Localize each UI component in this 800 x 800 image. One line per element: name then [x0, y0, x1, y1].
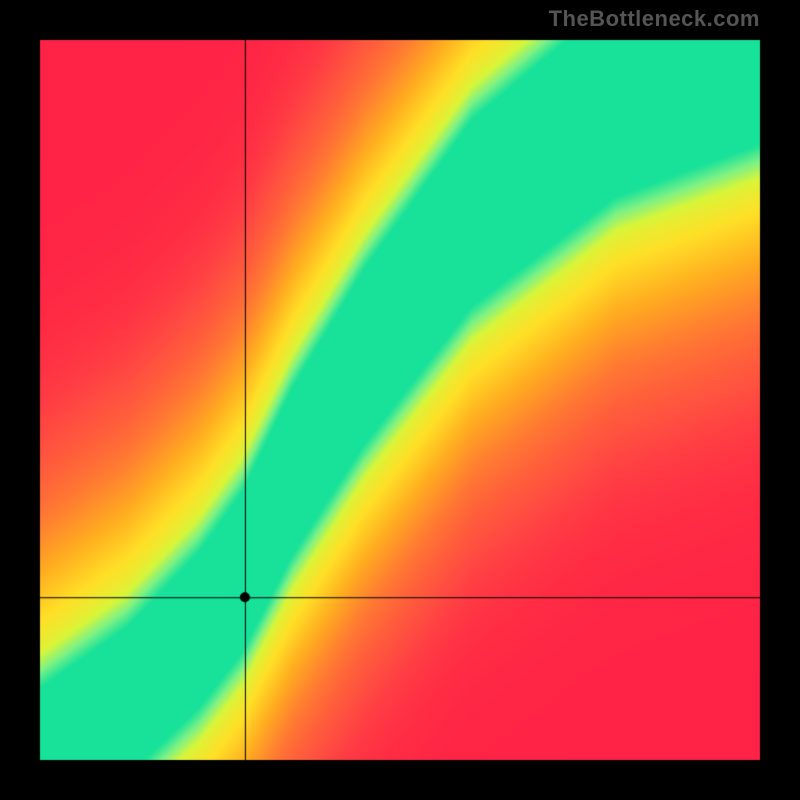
watermark-text: TheBottleneck.com [549, 6, 760, 32]
bottleneck-heatmap [0, 0, 800, 800]
chart-container: { "watermark": { "text": "TheBottleneck.… [0, 0, 800, 800]
